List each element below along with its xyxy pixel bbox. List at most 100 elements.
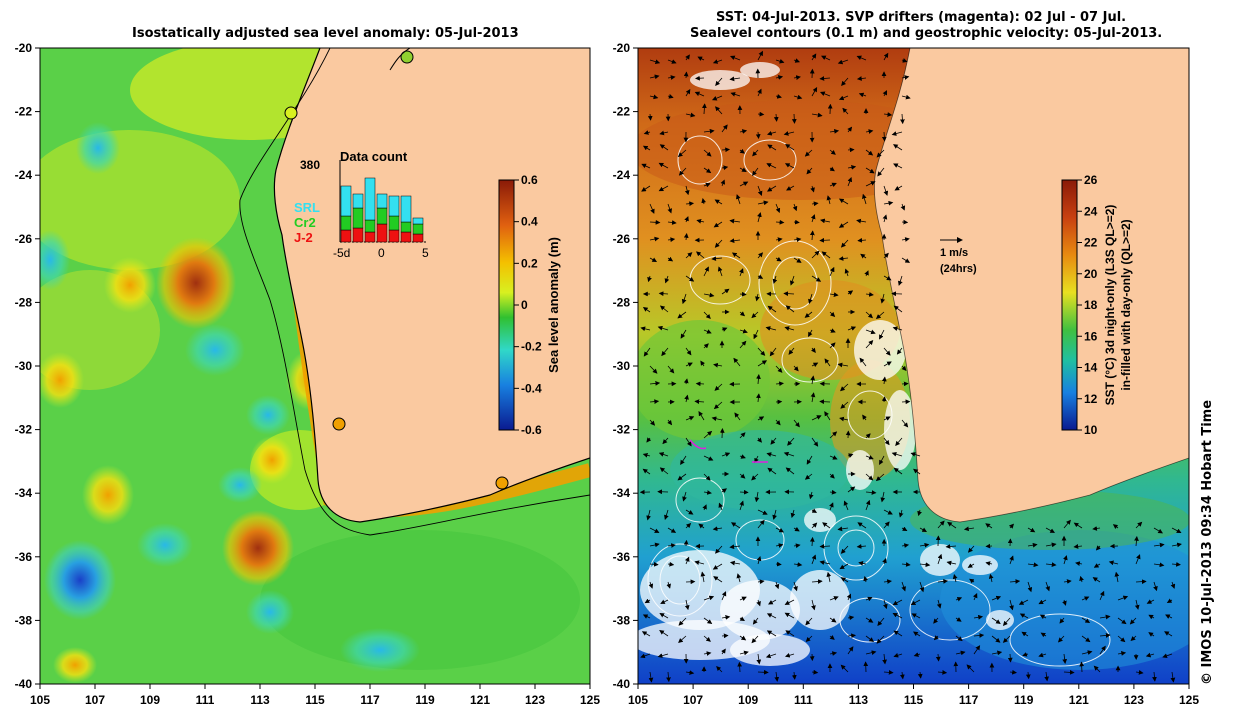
velocity-arrow	[793, 219, 800, 225]
velocity-arrow	[901, 581, 906, 592]
velocity-arrow	[966, 664, 975, 673]
y-tick-label: -40	[15, 677, 33, 691]
velocity-arrow	[847, 290, 854, 296]
velocity-arrow	[829, 166, 835, 172]
colorbar-tick-label: 26	[1084, 173, 1098, 187]
velocity-arrow	[819, 543, 831, 549]
velocity-arrow	[772, 509, 777, 520]
velocity-arrow	[1135, 579, 1147, 585]
x-tick-label: 115	[305, 693, 325, 707]
velocity-arrow	[808, 293, 813, 304]
velocity-arrow	[784, 326, 795, 331]
velocity-arrow	[1092, 526, 1101, 531]
velocity-arrow	[901, 526, 908, 532]
velocity-arrow	[757, 360, 768, 367]
velocity-arrow	[883, 347, 891, 356]
sla-colorbar-label: Sea level anomaly (m)	[546, 237, 561, 373]
velocity-arrow	[648, 581, 654, 589]
velocity-arrow	[659, 144, 669, 151]
velocity-arrow	[883, 361, 892, 367]
velocity-arrow	[1009, 579, 1021, 584]
velocity-arrow	[847, 633, 856, 639]
velocity-arrow	[882, 653, 887, 665]
histogram-xlabel-mid: 0	[378, 246, 385, 260]
histogram-bar-segment	[352, 207, 364, 229]
velocity-arrow	[785, 305, 795, 313]
velocity-arrow	[858, 561, 867, 566]
velocity-arrow	[1146, 599, 1155, 604]
velocity-arrow	[919, 562, 931, 568]
velocity-arrow	[667, 419, 673, 426]
velocity-arrow	[865, 473, 874, 481]
velocity-arrow	[910, 452, 921, 457]
colorbar-tick-label: 24	[1084, 204, 1098, 218]
velocity-arrow	[765, 326, 777, 331]
velocity-arrow	[680, 455, 687, 465]
velocity-arrow	[684, 185, 690, 196]
velocity-arrow	[790, 509, 796, 519]
velocity-arrow	[774, 581, 780, 590]
velocity-arrow	[729, 76, 741, 82]
velocity-arrow	[837, 526, 849, 532]
velocity-arrow	[991, 650, 1003, 656]
velocity-arrow	[685, 416, 695, 421]
velocity-arrow	[667, 527, 677, 533]
cloud-patch	[730, 634, 810, 666]
histogram-bar-segment	[388, 229, 400, 243]
velocity-arrow	[1002, 617, 1011, 626]
velocity-arrow	[1170, 581, 1176, 589]
cloud-patch	[790, 570, 850, 630]
velocity-arrow	[730, 522, 741, 529]
velocity-arrow	[793, 58, 800, 63]
legend-cr2: Cr2	[294, 215, 316, 230]
velocity-arrow	[1117, 635, 1126, 643]
velocity-arrow	[857, 522, 867, 529]
velocity-arrow	[739, 148, 745, 154]
velocity-arrow	[667, 256, 674, 262]
velocity-arrow	[772, 275, 778, 284]
y-tick-label: -28	[613, 295, 631, 309]
velocity-arrow	[1063, 669, 1075, 675]
velocity-arrow	[860, 253, 867, 259]
velocity-arrow	[685, 54, 690, 61]
velocity-arrow	[696, 218, 705, 224]
velocity-arrow	[839, 563, 849, 570]
histogram-bar-segment	[376, 207, 388, 225]
cloud-patch	[962, 555, 998, 575]
velocity-arrow	[1135, 521, 1143, 529]
velocity-arrow	[756, 374, 761, 385]
velocity-arrow	[775, 58, 785, 64]
velocity-arrow	[682, 491, 687, 502]
velocity-arrow	[642, 306, 651, 313]
velocity-arrow	[1009, 599, 1014, 611]
velocity-arrow	[1081, 617, 1091, 624]
velocity-arrow	[785, 143, 795, 151]
y-tick-label: -38	[15, 613, 33, 627]
velocity-arrow	[756, 653, 762, 665]
velocity-arrow	[789, 275, 795, 286]
velocity-arrow	[684, 599, 690, 611]
velocity-arrow	[767, 185, 777, 192]
velocity-arrow	[1135, 554, 1141, 565]
y-tick-label: -22	[15, 105, 33, 119]
velocity-arrow	[1073, 544, 1083, 549]
velocity-arrow	[933, 635, 939, 641]
velocity-arrow	[840, 577, 849, 583]
velocity-arrow	[1063, 519, 1071, 529]
velocity-arrow	[865, 167, 875, 174]
velocity-arrow	[649, 94, 659, 100]
velocity-arrow	[811, 362, 819, 368]
velocity-arrow	[893, 144, 903, 151]
velocity-arrow	[1079, 575, 1084, 583]
velocity-arrow	[865, 596, 873, 602]
velocity-arrow	[641, 185, 651, 192]
velocity-arrow	[875, 473, 885, 482]
velocity-arrow	[810, 392, 816, 403]
velocity-arrow	[786, 185, 795, 191]
velocity-arrow	[783, 451, 795, 457]
y-tick-label: -24	[613, 168, 631, 182]
velocity-arrow	[702, 103, 707, 115]
velocity-arrow	[703, 167, 712, 174]
colorbar-tick-label: 20	[1084, 267, 1098, 281]
x-tick-label: 113	[250, 693, 270, 707]
